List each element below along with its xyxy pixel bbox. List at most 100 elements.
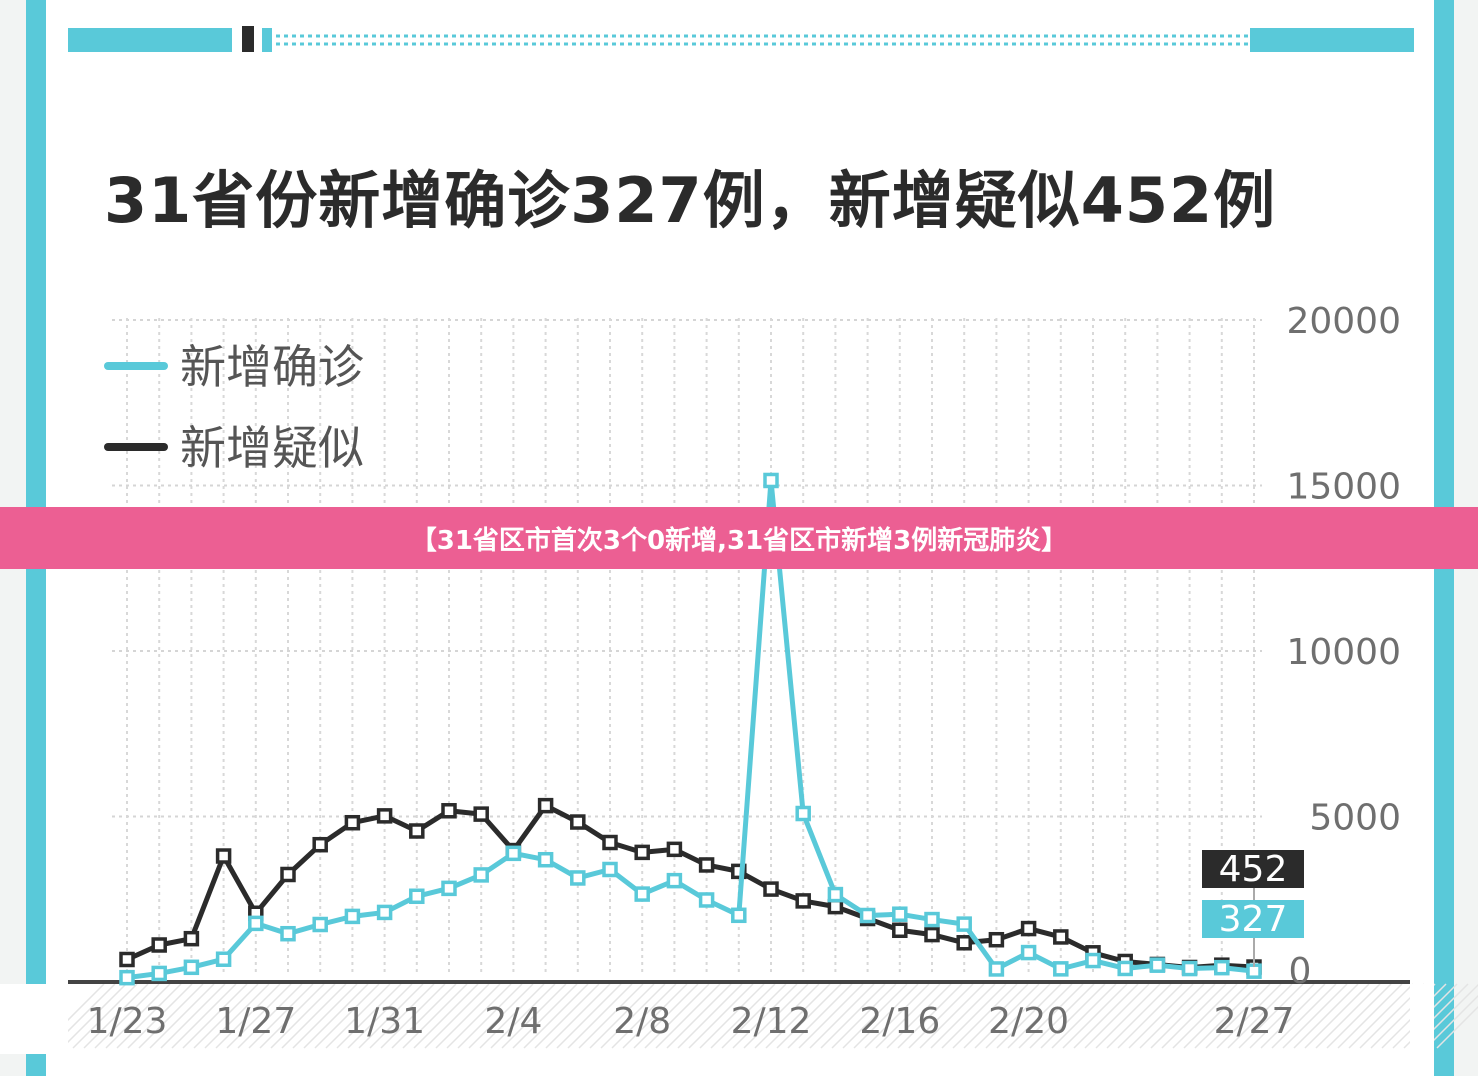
hatch-line [468,983,534,1049]
x-tick-label: 2/16 [859,1001,940,1042]
data-point [795,893,811,909]
data-point [988,961,1005,977]
hatch-line [710,983,776,1049]
header-marker-small [262,28,272,52]
hatch-line [545,983,611,1049]
header-bar-left [68,28,232,52]
x-axis-ticks: 1/23 1/27 1/31 2/4 2/8 2/12 2/16 2/20 2/27 [87,1001,1295,1042]
hatch-line [534,983,600,1049]
data-point [473,867,489,883]
chart-title: 31省份新增确诊327例，新增疑似452例 [104,164,1277,237]
data-point [892,922,908,939]
hatch-line [1425,994,1478,1049]
legend-label: 新增疑似 [180,421,364,475]
annotation-label: 452 [1219,849,1288,890]
hatch-line [1106,983,1172,1049]
hatch-line [281,983,347,1049]
hatch-line [1172,983,1238,1049]
annotation-label: 327 [1219,899,1288,940]
hatch-line [160,983,226,1049]
hatch-line [259,983,325,1049]
hatch-line [116,983,182,1049]
hatch-line [94,983,160,1049]
hatch-line [226,983,292,1049]
hatch-line [270,983,336,1049]
hatch-line [677,983,743,1049]
hatch-line [325,983,391,1049]
data-point [280,925,296,942]
hatch-line [292,983,358,1049]
hatch-line [1326,983,1392,1049]
header-marker-left [242,26,254,52]
hatch-line [435,983,501,1049]
hatch-line [61,983,127,1049]
hatch-line [1161,983,1227,1049]
hatch-line [776,983,842,1049]
hatch-line [1029,983,1095,1049]
data-point [409,888,425,905]
data-point [537,797,554,814]
hatch-line [1084,983,1150,1049]
hatch-line [424,983,490,1049]
data-point [215,848,232,864]
hatch-line [952,983,1018,1049]
hatch-line [578,983,644,1049]
hatch-line [72,983,138,1049]
series-line [125,803,1255,970]
y-tick-label: 15000 [1286,467,1401,508]
data-point [666,872,683,889]
data-point [698,892,715,908]
hatch-line [1293,983,1359,1049]
hatch-line [1194,983,1260,1049]
hatch-line [1216,983,1282,1049]
hatch-line [490,983,556,1049]
data-point [956,916,972,932]
hatch-line [413,983,479,1049]
hatch-line [963,983,1029,1049]
hatch-line [402,983,468,1049]
hatch-line [1018,983,1084,1049]
data-point [763,881,779,897]
header-decoration [68,26,1414,52]
hatch-line [204,983,270,1049]
hatch-line [798,983,864,1049]
chart-grid [112,318,1262,972]
hatch-line [985,983,1051,1049]
hatch-line [1051,983,1117,1049]
hatch-line [1282,983,1348,1049]
hatch-line [622,983,688,1049]
hatch-line [897,983,963,1049]
x-tick-label: 2/4 [484,1001,542,1042]
x-tick-label: 2/27 [1214,1001,1295,1042]
hatch-line [1238,983,1304,1049]
hatch-mask-right [1410,984,1434,1054]
data-point [827,886,844,903]
data-point [698,857,715,873]
hatch-line [941,983,1007,1049]
hatch-line [1117,983,1183,1049]
hatch-line [842,983,908,1049]
data-point [602,834,618,851]
data-point [119,969,135,986]
data-point [344,814,361,831]
hatch-line [336,983,402,1049]
data-point [1181,960,1198,977]
data-point [570,814,586,830]
hatch-line [347,983,413,1049]
data-point [280,866,296,883]
x-tick-label: 1/23 [87,1001,168,1042]
hatch-line [930,983,996,1049]
hatch-line [556,983,622,1049]
hatch-line [391,983,457,1049]
data-point [537,851,554,868]
hatch-line [743,983,809,1049]
hatch-line [1095,983,1161,1049]
hatch-line [369,983,435,1049]
data-point [1085,952,1101,969]
data-point [763,472,779,489]
hatch-line [193,983,259,1049]
hatch-line [864,983,930,1049]
x-tick-label: 1/27 [215,1001,296,1042]
